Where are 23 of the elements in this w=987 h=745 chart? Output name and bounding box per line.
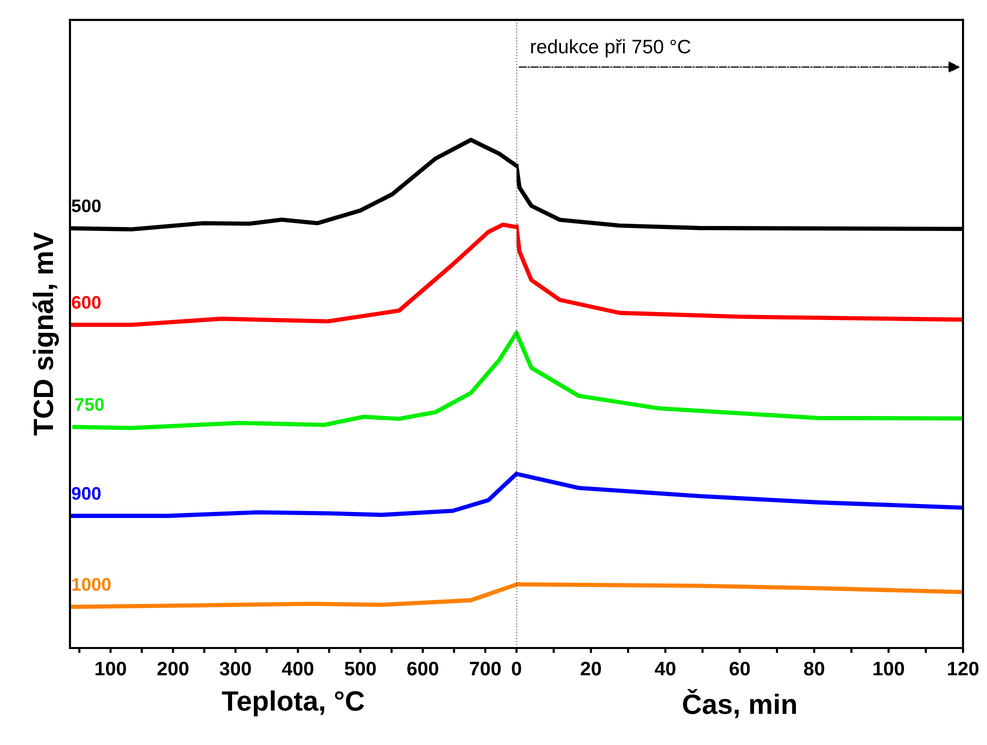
series-label: 500 (72, 199, 101, 212)
x-tick-label: 20 (580, 662, 601, 676)
series-label: 900 (72, 487, 101, 500)
x-tick-label: 40 (654, 662, 676, 676)
text: redukce při 750 °C (531, 39, 690, 58)
series-label: 600 (72, 296, 101, 309)
x-tick-label: 600 (407, 662, 438, 676)
x-tick-label: 100 (96, 662, 126, 676)
series-label: 750 (75, 398, 104, 411)
x-axis-title: Čas, min (683, 688, 796, 718)
x-tick-label: 0 (512, 662, 522, 676)
x-tick-label: 100 (874, 662, 904, 676)
y-axis-title: TCD signál, mV (32, 232, 59, 436)
x-tick-label: 700 (470, 662, 501, 676)
series-label: 1000 (72, 578, 111, 591)
x-tick-label: 300 (220, 662, 251, 676)
x-tick-label: 120 (948, 662, 978, 676)
x-tick-label: 500 (344, 662, 376, 676)
x-tick-label: 80 (804, 662, 824, 676)
x-tick-label: 60 (730, 662, 750, 676)
x-tick-label: 200 (157, 662, 188, 676)
x-axis-title: Teplota, °C (222, 690, 364, 716)
x-tick-label: 400 (282, 662, 314, 676)
